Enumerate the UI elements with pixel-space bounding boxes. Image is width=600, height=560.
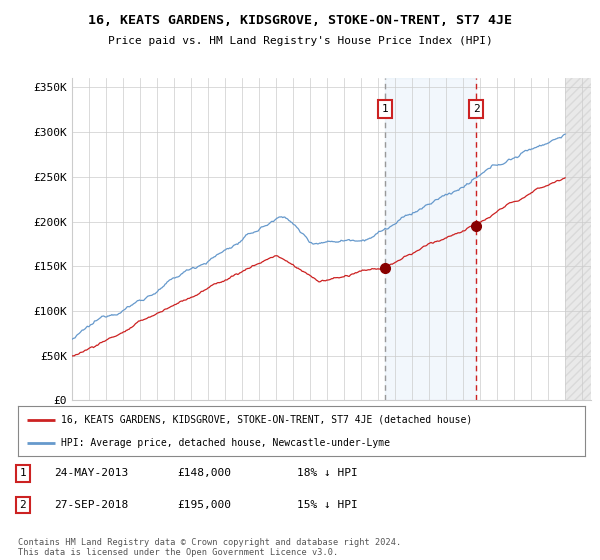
Text: 2: 2 [19, 500, 26, 510]
Text: 16, KEATS GARDENS, KIDSGROVE, STOKE-ON-TRENT, ST7 4JE (detached house): 16, KEATS GARDENS, KIDSGROVE, STOKE-ON-T… [61, 414, 472, 424]
Text: 15% ↓ HPI: 15% ↓ HPI [297, 500, 358, 510]
Text: Contains HM Land Registry data © Crown copyright and database right 2024.
This d: Contains HM Land Registry data © Crown c… [18, 538, 401, 557]
Text: HPI: Average price, detached house, Newcastle-under-Lyme: HPI: Average price, detached house, Newc… [61, 438, 389, 448]
Text: 24-MAY-2013: 24-MAY-2013 [54, 468, 128, 478]
Text: 1: 1 [382, 104, 388, 114]
Text: 1: 1 [19, 468, 26, 478]
Text: 27-SEP-2018: 27-SEP-2018 [54, 500, 128, 510]
Bar [385, 78, 476, 400]
Text: 18% ↓ HPI: 18% ↓ HPI [297, 468, 358, 478]
Bar [565, 78, 591, 400]
Text: 16, KEATS GARDENS, KIDSGROVE, STOKE-ON-TRENT, ST7 4JE: 16, KEATS GARDENS, KIDSGROVE, STOKE-ON-T… [88, 14, 512, 27]
Text: £195,000: £195,000 [177, 500, 231, 510]
Text: £148,000: £148,000 [177, 468, 231, 478]
Text: Price paid vs. HM Land Registry's House Price Index (HPI): Price paid vs. HM Land Registry's House … [107, 36, 493, 46]
Bar [565, 78, 591, 400]
Text: 2: 2 [473, 104, 479, 114]
